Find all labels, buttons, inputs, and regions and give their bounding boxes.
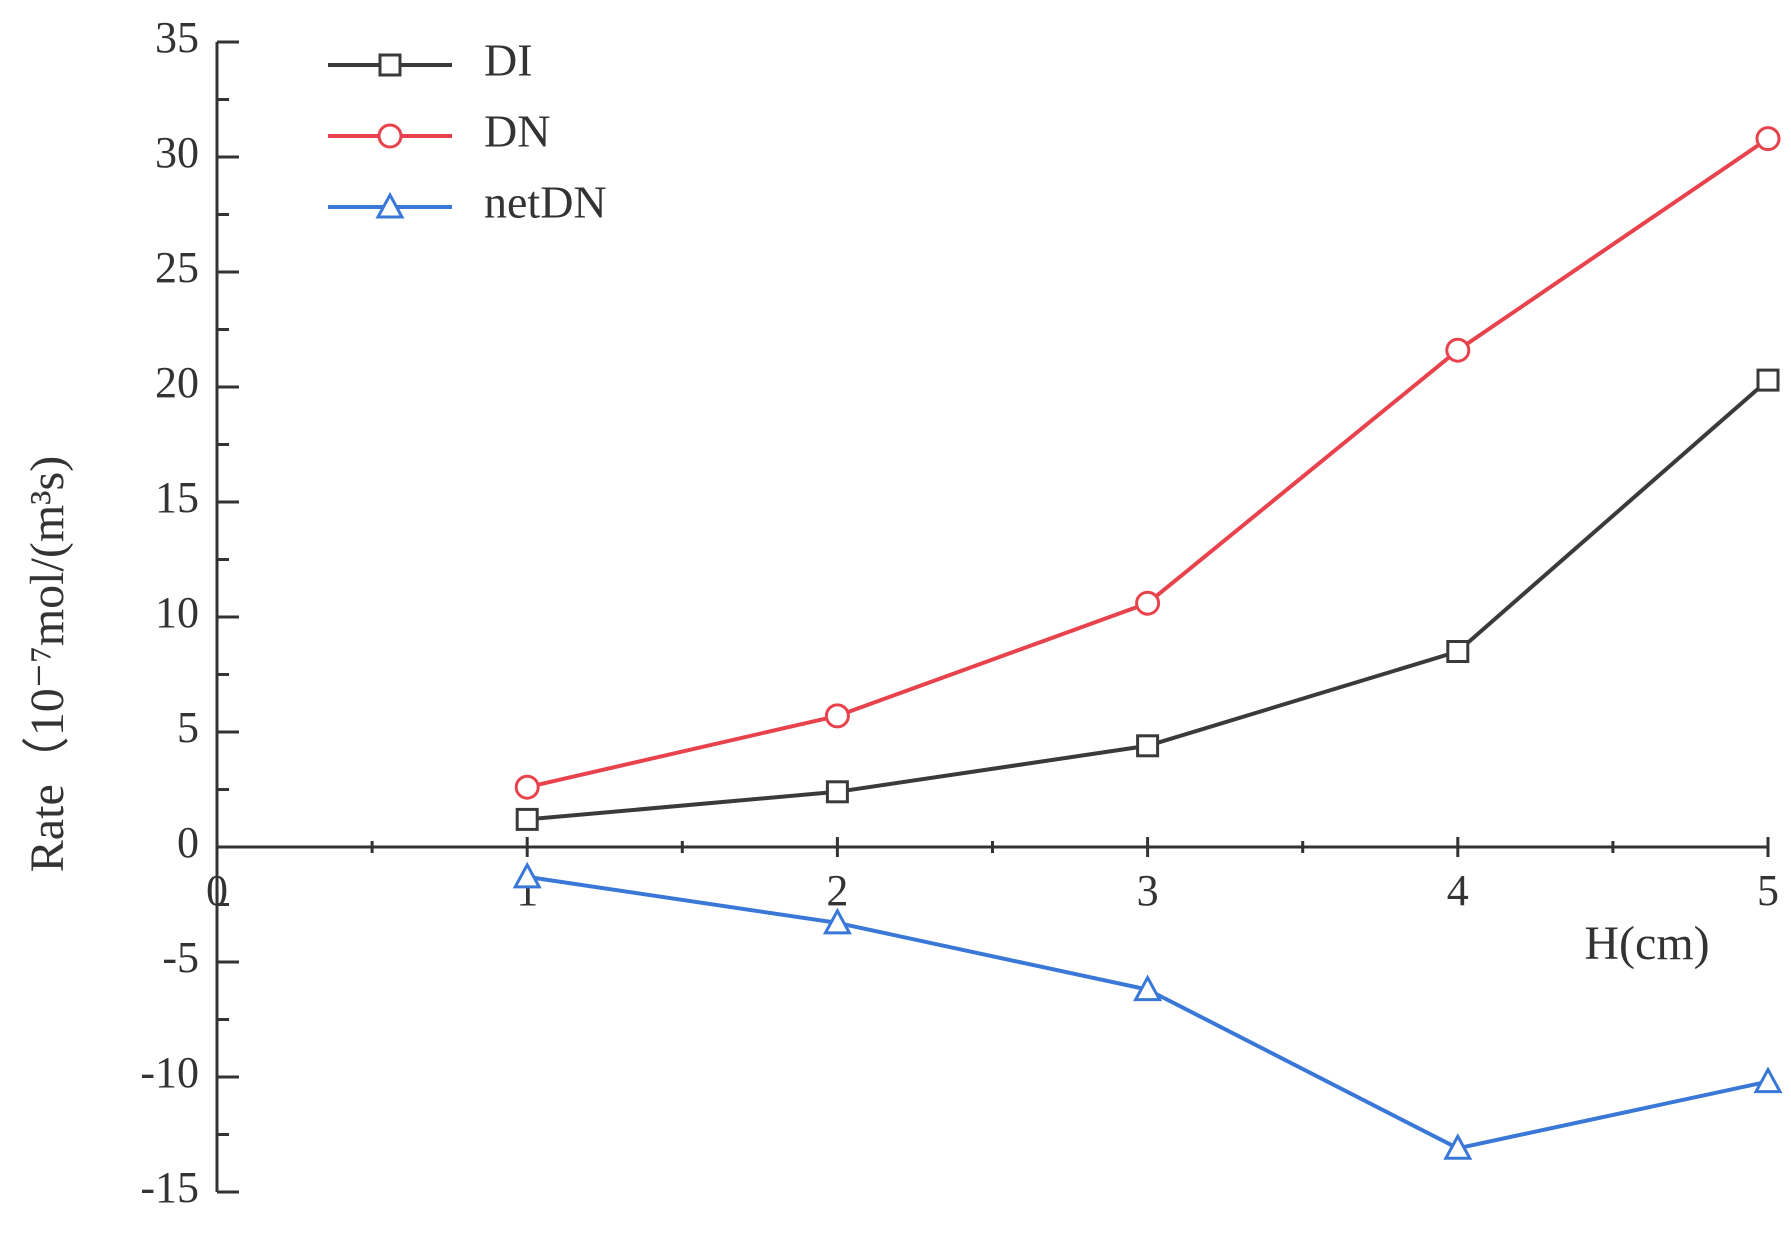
- x-tick-label: 3: [1137, 866, 1159, 915]
- marker: [378, 53, 402, 77]
- legend-text: DI: [484, 35, 533, 86]
- y-tick-label: 0: [177, 818, 199, 867]
- marker: [1755, 126, 1781, 152]
- marker: [1133, 974, 1163, 1002]
- y-axis-title: Rate（10⁻⁷mol/(m³s): [21, 456, 74, 872]
- marker: [1443, 1133, 1473, 1160]
- y-tick-label: 35: [155, 13, 199, 62]
- marker: [1135, 590, 1161, 616]
- marker: [1136, 734, 1160, 758]
- marker: [1753, 1066, 1783, 1094]
- series-line: [526, 136, 1770, 790]
- legend-text: netDN: [484, 177, 607, 228]
- y-tick-label: -5: [162, 933, 199, 982]
- marker: [514, 774, 540, 800]
- legend-text: DN: [484, 106, 550, 157]
- x-tick-label: 5: [1757, 866, 1779, 915]
- x-tick-label: 4: [1447, 866, 1469, 915]
- marker: [377, 123, 403, 149]
- y-tick-label: 5: [177, 703, 199, 752]
- x-tick-label: 0: [206, 866, 228, 915]
- marker: [824, 703, 850, 729]
- y-tick-label: 30: [155, 128, 199, 177]
- marker: [825, 780, 849, 804]
- marker: [1446, 640, 1470, 663]
- y-tick-label: 25: [155, 243, 199, 292]
- marker: [515, 807, 539, 831]
- marker: [1756, 368, 1780, 392]
- y-tick-label: 10: [155, 588, 199, 637]
- y-tick-label: 20: [155, 358, 199, 407]
- y-tick-label: -15: [140, 1163, 199, 1212]
- x-axis-title: H(cm): [1584, 917, 1709, 970]
- y-tick-label: -10: [140, 1048, 199, 1097]
- marker: [512, 861, 542, 889]
- x-tick-label: 2: [826, 866, 848, 915]
- marker: [822, 907, 852, 935]
- marker: [375, 191, 405, 219]
- marker: [1445, 337, 1471, 363]
- y-tick-label: 15: [155, 473, 199, 522]
- series-line: [526, 874, 1769, 1151]
